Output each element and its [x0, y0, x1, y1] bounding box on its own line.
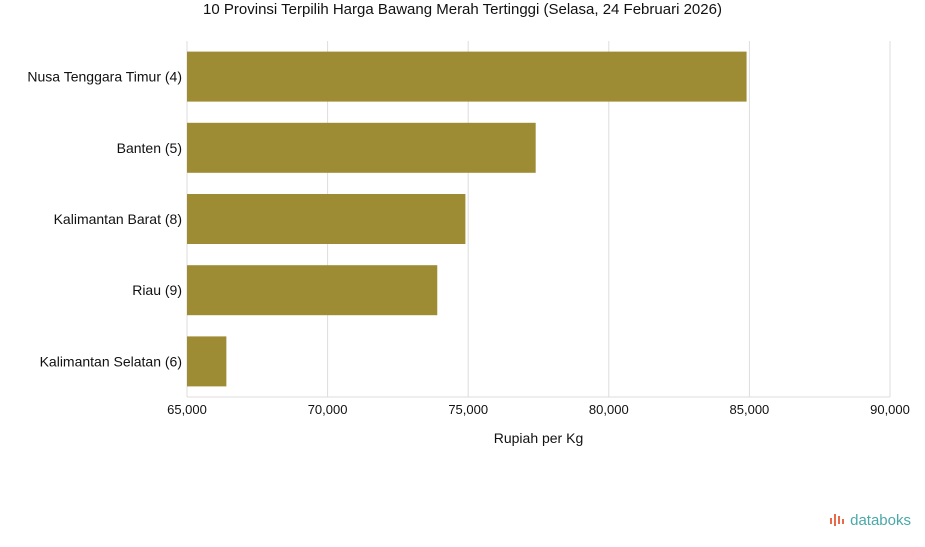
x-tick-label-2: 75,000: [448, 402, 488, 417]
bar-0: [187, 51, 747, 102]
chart-title: 10 Provinsi Terpilih Harga Bawang Merah …: [203, 1, 722, 18]
bar-2: [187, 194, 466, 244]
x-tick-label-4: 85,000: [730, 402, 770, 417]
brand-logo: databoks: [829, 511, 911, 529]
category-label-1: Banten (5): [117, 140, 182, 156]
x-tick-label-0: 65,000: [167, 402, 207, 417]
brand-name: databoks: [850, 511, 911, 529]
category-label-3: Riau (9): [132, 282, 182, 298]
x-tick-label-1: 70,000: [308, 402, 348, 417]
x-tick-label-5: 90,000: [870, 402, 910, 417]
bar-4: [187, 336, 227, 387]
bar-1: [187, 122, 536, 173]
bar-3: [187, 265, 438, 316]
x-tick-label-3: 80,000: [589, 402, 629, 417]
category-label-0: Nusa Tenggara Timur (4): [27, 69, 182, 85]
category-label-2: Kalimantan Barat (8): [54, 211, 182, 227]
x-axis-label: Rupiah per Kg: [494, 430, 584, 446]
category-label-4: Kalimantan Selatan (6): [40, 353, 182, 369]
databoks-logo-icon: [830, 514, 845, 526]
